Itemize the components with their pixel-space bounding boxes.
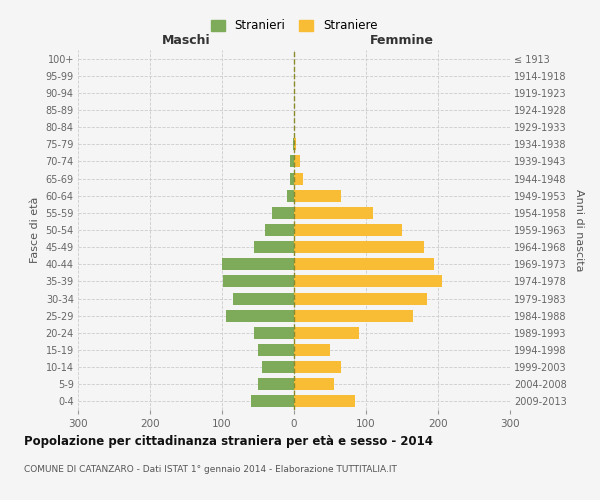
Bar (254, 241, 294, 253)
Bar (265, 224, 294, 236)
Bar (294, 190, 341, 202)
Bar (233, 292, 294, 304)
Bar (294, 276, 442, 287)
Bar (294, 396, 355, 407)
Bar (254, 327, 294, 339)
Bar (294, 344, 330, 356)
Bar (222, 258, 294, 270)
Bar (290, 172, 294, 184)
Bar (294, 258, 434, 270)
Bar (251, 396, 294, 407)
Bar (294, 361, 341, 373)
Bar (294, 241, 424, 253)
Bar (290, 156, 294, 168)
Bar (258, 378, 294, 390)
Bar (294, 224, 402, 236)
Bar (294, 172, 302, 184)
Bar (294, 310, 413, 322)
Bar (294, 327, 359, 339)
Bar (262, 361, 294, 373)
Bar (287, 190, 294, 202)
Text: Popolazione per cittadinanza straniera per età e sesso - 2014: Popolazione per cittadinanza straniera p… (24, 435, 433, 448)
Bar (223, 276, 294, 287)
Bar (294, 156, 300, 168)
Bar (294, 138, 296, 150)
Bar (226, 310, 294, 322)
Bar (294, 292, 427, 304)
Text: Maschi: Maschi (161, 34, 211, 46)
Bar (272, 207, 294, 219)
Y-axis label: Fasce di età: Fasce di età (30, 197, 40, 263)
Bar (294, 378, 334, 390)
Bar (294, 207, 373, 219)
Text: COMUNE DI CATANZARO - Dati ISTAT 1° gennaio 2014 - Elaborazione TUTTITALIA.IT: COMUNE DI CATANZARO - Dati ISTAT 1° genn… (24, 465, 397, 474)
Legend: Stranieri, Straniere: Stranieri, Straniere (207, 16, 381, 36)
Text: Femmine: Femmine (370, 34, 434, 46)
Y-axis label: Anni di nascita: Anni di nascita (574, 188, 584, 271)
Bar (293, 138, 294, 150)
Bar (258, 344, 294, 356)
